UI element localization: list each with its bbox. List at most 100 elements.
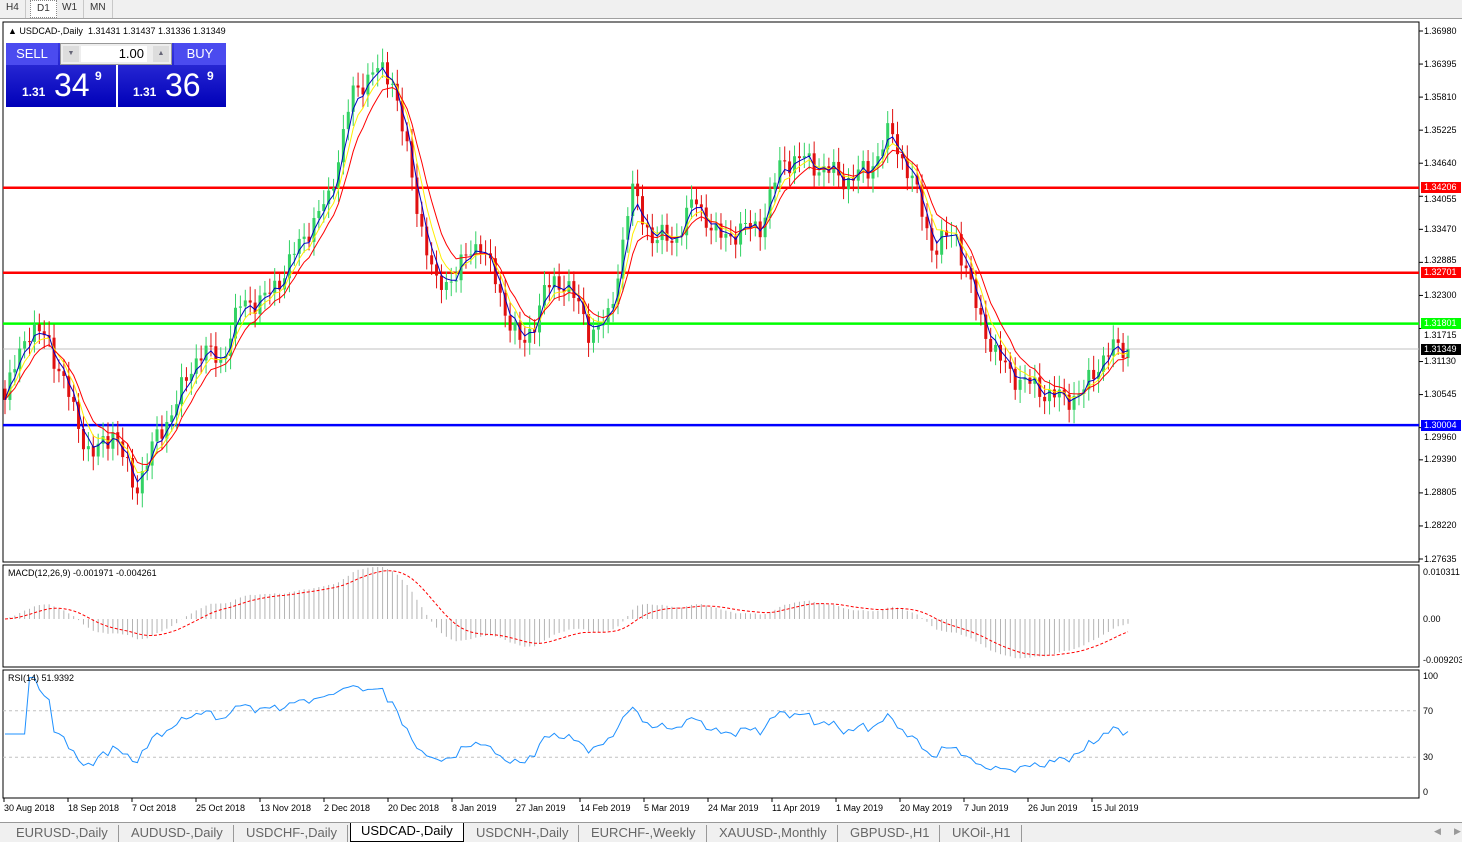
candle-body (807, 153, 811, 157)
chart-tab[interactable]: USDCAD-,Daily (350, 823, 464, 842)
candle-body (1111, 339, 1115, 356)
candle-body (170, 415, 174, 423)
one-click-trading-panel: SELL 1.31 34 9 BUY 1.31 36 9 ▼ 1.00 ▲ (6, 43, 226, 107)
date-axis-label: 15 Jul 2019 (1092, 803, 1139, 813)
candle-body (797, 156, 801, 159)
timeframe-mn[interactable]: MN (84, 0, 113, 18)
candle-body (542, 285, 546, 306)
candle-body (930, 228, 934, 251)
candle-body (160, 429, 164, 439)
date-axis-label: 20 Dec 2018 (388, 803, 440, 813)
candle-body (783, 160, 787, 162)
candle-body (802, 156, 806, 159)
candle-body (81, 428, 85, 450)
candle-body (528, 328, 532, 343)
candle-body (214, 346, 218, 363)
candle-body (920, 184, 924, 217)
candle-body (444, 282, 448, 290)
chart-tab[interactable]: EURUSD-,Daily (6, 825, 119, 842)
chart-tab[interactable]: GBPUSD-,H1 (840, 825, 941, 842)
candle-body (616, 278, 620, 304)
ohlc-values: 1.31431 1.31437 1.31336 1.31349 (87, 26, 226, 36)
level-price-tag: 1.32701 (1421, 267, 1461, 279)
candle-body (886, 123, 890, 150)
candle-body (23, 341, 27, 349)
candle-body (292, 253, 296, 255)
price-axis-label: 1.35225 (1424, 124, 1457, 135)
candle-body (881, 149, 885, 157)
candle-body (994, 344, 998, 352)
chart-tab[interactable]: USDCNH-,Daily (466, 825, 580, 842)
candle-body (371, 72, 375, 75)
level-price-tag: 1.31801 (1421, 318, 1461, 330)
candle-body (415, 177, 419, 214)
candle-body (866, 161, 870, 179)
timeframe-w1[interactable]: W1 (56, 0, 84, 18)
buy-button[interactable]: BUY (174, 43, 226, 65)
price-axis-label: 1.34055 (1424, 194, 1457, 205)
candle-body (111, 432, 115, 449)
candle-body (817, 172, 821, 176)
candle-body (900, 154, 904, 159)
candle-body (905, 158, 909, 179)
candle-body (1008, 362, 1012, 369)
candle-body (209, 345, 213, 347)
sell-button[interactable]: SELL (6, 43, 58, 65)
candle-body (837, 161, 841, 176)
candle-body (101, 436, 105, 444)
chart-tab[interactable]: USDCHF-,Daily (236, 825, 348, 842)
candle-body (180, 377, 184, 405)
candle-body (410, 141, 414, 178)
candle-body (915, 175, 919, 185)
price-axis-label: 1.27635 (1424, 553, 1457, 564)
price-axis-label: 1.31715 (1424, 330, 1457, 341)
candle-body (557, 276, 561, 290)
macd-axis-label: -0.009203 (1423, 655, 1462, 665)
timeframe-h4[interactable]: H4 (0, 0, 26, 18)
lot-input[interactable]: 1.00 (81, 46, 147, 62)
candle-body (1121, 342, 1125, 358)
candle-body (3, 388, 7, 400)
chart-tab[interactable]: EURCHF-,Weekly (581, 825, 707, 842)
candle-body (106, 436, 110, 449)
candle-body (469, 254, 473, 256)
candle-body (591, 329, 595, 343)
candle-body (67, 375, 71, 397)
candle-body (332, 188, 336, 191)
scroll-right-icon[interactable]: ▶ (1454, 826, 1461, 836)
candle-body (13, 369, 17, 373)
sell-price-sup: 9 (95, 69, 102, 83)
candle-body (1126, 349, 1130, 358)
candle-body (258, 295, 262, 314)
candle-body (145, 465, 149, 472)
lot-size-stepper[interactable]: ▼ 1.00 ▲ (60, 43, 172, 65)
chart-tab[interactable]: AUDUSD-,Daily (121, 825, 234, 842)
timeframe-d1[interactable]: D1 (30, 0, 57, 18)
candle-body (1067, 394, 1071, 410)
macd-signal-line (4, 570, 1129, 656)
date-axis-label: 25 Oct 2018 (196, 803, 246, 813)
candle-body (788, 161, 792, 174)
buy-price-prefix: 1.31 (133, 85, 157, 99)
candle-body (425, 226, 429, 256)
candle-body (361, 87, 365, 95)
date-axis-label: 13 Nov 2018 (260, 803, 312, 813)
candle-body (474, 244, 478, 255)
price-axis-label: 1.34640 (1424, 157, 1457, 168)
candle-body (140, 471, 144, 494)
decrease-lot-icon[interactable]: ▼ (63, 46, 79, 62)
candle-body (57, 368, 61, 372)
chart-tab[interactable]: UKOil-,H1 (942, 825, 1022, 842)
candle-body (341, 129, 345, 163)
candle-body (645, 224, 649, 228)
date-axis-label: 20 May 2019 (900, 803, 953, 813)
chart-tab[interactable]: XAUUSD-,Monthly (709, 825, 838, 842)
buy-panel[interactable]: BUY 1.31 36 9 (118, 43, 226, 107)
candle-body (1018, 379, 1022, 390)
date-axis-label: 30 Aug 2018 (4, 803, 55, 813)
scroll-left-icon[interactable]: ◀ (1434, 826, 1441, 836)
chart-title: ▲ USDCAD-,Daily 1.31431 1.31437 1.31336 … (8, 26, 226, 36)
increase-lot-icon[interactable]: ▲ (153, 46, 169, 62)
candle-body (690, 199, 694, 208)
